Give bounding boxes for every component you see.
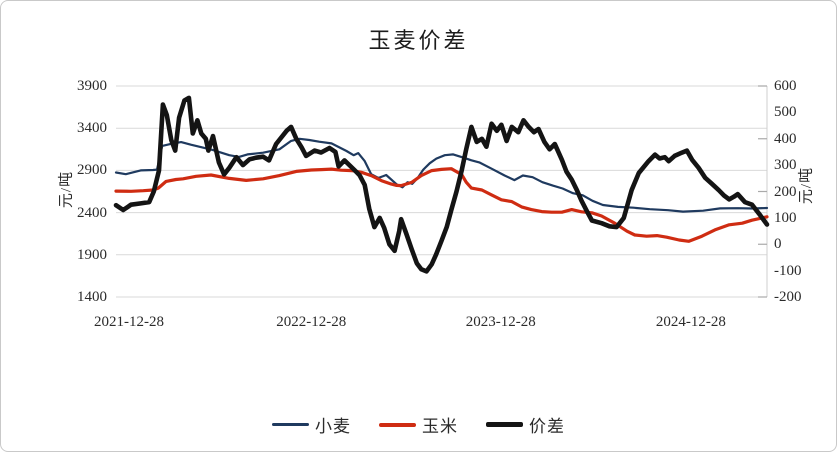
x-axis-tick-label: 2024-12-28 (655, 314, 726, 330)
right-axis-tick-label: 200 (774, 183, 797, 200)
left-axis-tick-label: 2900 (77, 162, 107, 179)
right-axis-tick-label: 600 (774, 78, 797, 94)
x-axis-tick-label: 2023-12-28 (465, 314, 536, 330)
right-axis-tick-label: 100 (774, 209, 797, 226)
x-axis-tick-label: 2021-12-28 (94, 314, 165, 330)
legend-label-spread: 价差 (529, 417, 565, 436)
right-axis-tick-label: 400 (774, 130, 797, 147)
left-axis-tick-label: 3400 (77, 120, 107, 137)
left-axis-tick-label: 1900 (77, 246, 107, 263)
right-axis-tick-label: 500 (774, 104, 797, 121)
legend-item-wheat: 小麦 (272, 412, 351, 437)
corn-line-swatch (379, 422, 416, 427)
wheat-line-swatch (272, 423, 309, 426)
legend-item-spread: 价差 (486, 412, 565, 437)
legend-label-corn: 玉米 (422, 417, 458, 436)
legend: 小麦 玉米 价差 (1, 412, 836, 437)
right-axis-tick-label: -200 (774, 289, 802, 305)
left-axis-tick-label: 1400 (77, 289, 107, 305)
right-axis-tick-label: 300 (774, 157, 797, 174)
right-axis-tick-label: -100 (774, 262, 802, 279)
left-axis-tick-label: 2400 (77, 204, 107, 221)
chart-title: 玉麦价差 (368, 28, 469, 53)
spread-line-swatch (486, 422, 523, 427)
right-axis-tick-label: 0 (774, 236, 782, 253)
left-axis-tick-label: 3900 (77, 78, 107, 94)
legend-item-corn: 玉米 (379, 412, 458, 437)
spread-line (113, 95, 770, 274)
corn-line (114, 167, 769, 243)
legend-label-wheat: 小麦 (315, 417, 351, 436)
x-axis-tick-label: 2022-12-28 (276, 314, 347, 330)
